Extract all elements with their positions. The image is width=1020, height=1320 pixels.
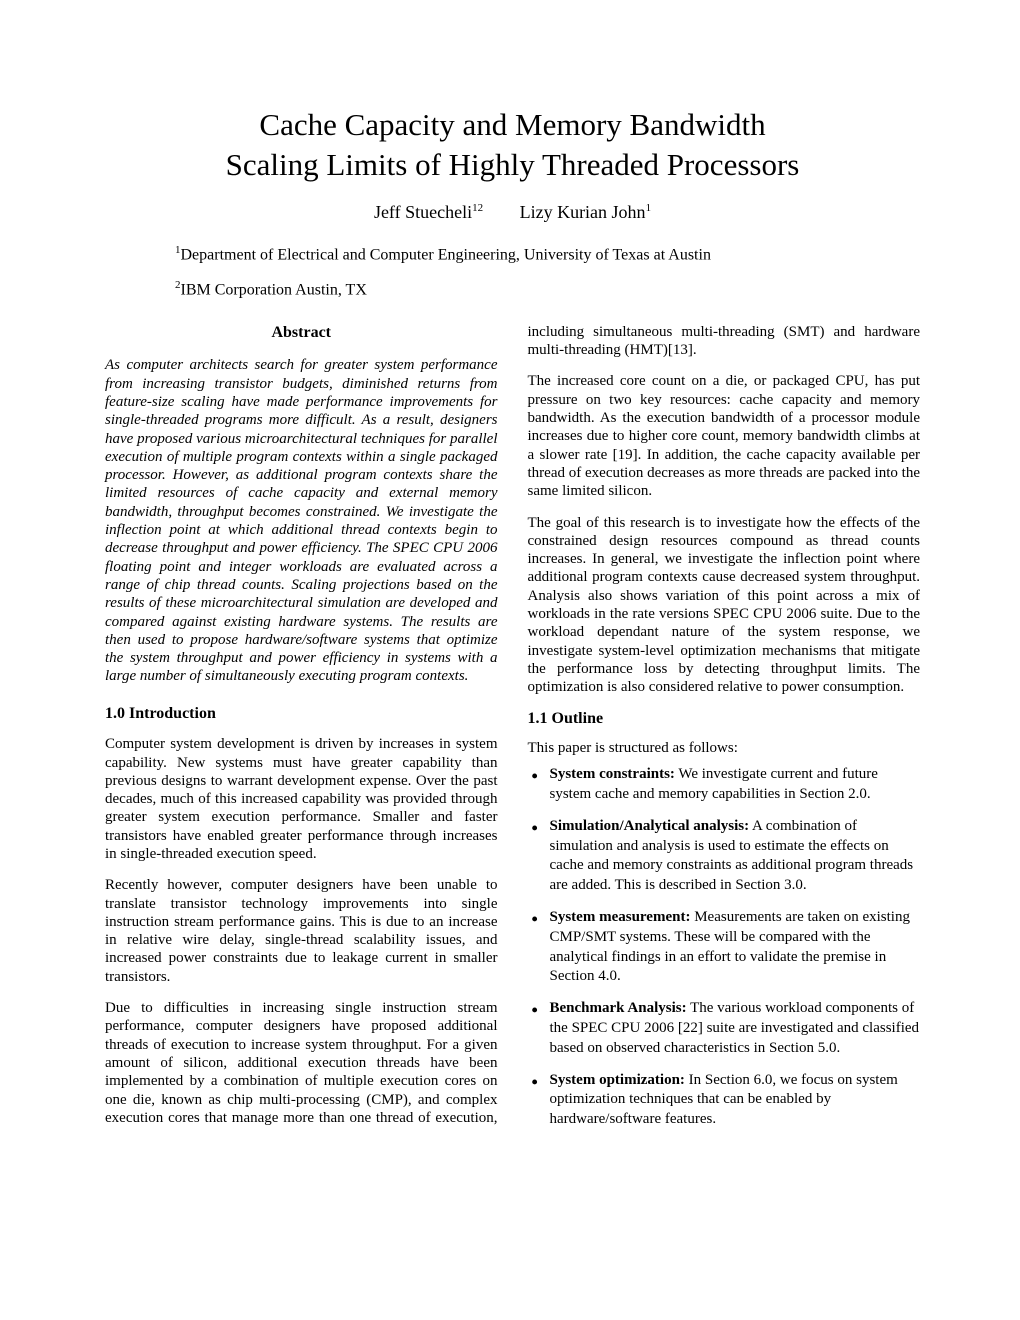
author-2: Lizy Kurian John1 xyxy=(520,202,651,223)
affiliation-2: 2IBM Corporation Austin, TX xyxy=(175,276,920,305)
author-1-sup: 12 xyxy=(472,202,483,214)
section-1-heading: 1.0 Introduction xyxy=(105,704,498,724)
intro-p1: Computer system development is driven by… xyxy=(105,735,498,863)
outline-list: System constraints: We investigate curre… xyxy=(528,765,921,1130)
intro-p4: The increased core count on a die, or pa… xyxy=(528,372,921,500)
outline-item-4: Benchmark Analysis: The various workload… xyxy=(528,999,921,1058)
outline-lead: This paper is structured as follows: xyxy=(528,739,921,757)
affiliations: 1Department of Electrical and Computer E… xyxy=(175,241,920,305)
section-1-1-heading: 1.1 Outline xyxy=(528,709,921,729)
title-line-2: Scaling Limits of Highly Threaded Proces… xyxy=(105,145,920,185)
outline-item-4-bold: Benchmark Analysis: xyxy=(550,1000,687,1016)
title-block: Cache Capacity and Memory Bandwidth Scal… xyxy=(105,105,920,186)
affiliation-1: 1Department of Electrical and Computer E… xyxy=(175,241,920,270)
outline-item-1-bold: System constraints: xyxy=(550,766,675,782)
outline-item-3-bold: System measurement: xyxy=(550,909,691,925)
abstract-heading: Abstract xyxy=(105,323,498,343)
outline-item-3: System measurement: Measurements are tak… xyxy=(528,908,921,987)
author-1: Jeff Stuecheli12 xyxy=(374,202,483,223)
outline-item-2: Simulation/Analytical analysis: A combin… xyxy=(528,817,921,896)
paper-page: Cache Capacity and Memory Bandwidth Scal… xyxy=(0,0,1020,1320)
outline-item-5-bold: System optimization: xyxy=(550,1072,685,1088)
two-column-body: Abstract As computer architects search f… xyxy=(105,323,920,1135)
abstract-text: As computer architects search for greate… xyxy=(105,356,498,685)
authors-line: Jeff Stuecheli12 Lizy Kurian John1 xyxy=(105,202,920,223)
intro-p2: Recently however, computer designers hav… xyxy=(105,876,498,986)
outline-item-1: System constraints: We investigate curre… xyxy=(528,765,921,805)
title-line-1: Cache Capacity and Memory Bandwidth xyxy=(105,105,920,145)
author-1-name: Jeff Stuecheli xyxy=(374,202,472,222)
author-2-name: Lizy Kurian John xyxy=(520,202,646,222)
affiliation-1-text: Department of Electrical and Computer En… xyxy=(181,246,711,263)
outline-item-5: System optimization: In Section 6.0, we … xyxy=(528,1071,921,1130)
outline-item-2-bold: Simulation/Analytical analysis: xyxy=(550,818,750,834)
intro-p5: The goal of this research is to investig… xyxy=(528,514,921,697)
affiliation-2-text: IBM Corporation Austin, TX xyxy=(181,281,367,298)
author-2-sup: 1 xyxy=(646,202,652,214)
